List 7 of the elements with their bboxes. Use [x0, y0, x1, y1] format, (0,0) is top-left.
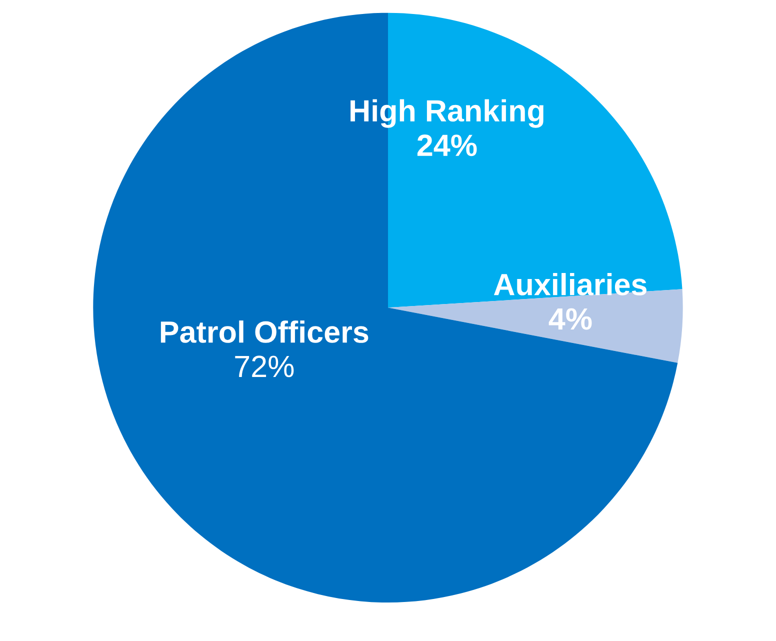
- slice-label: High Ranking: [350, 99, 544, 128]
- data-label: 72%: [235, 356, 294, 378]
- slice-label: Auxiliaries: [494, 272, 646, 296]
- data-label: 24%: [417, 134, 477, 156]
- pie-slice: [93, 12, 678, 603]
- data-label: 4%: [548, 308, 592, 330]
- slice-label: Patrol Officers: [160, 320, 368, 343]
